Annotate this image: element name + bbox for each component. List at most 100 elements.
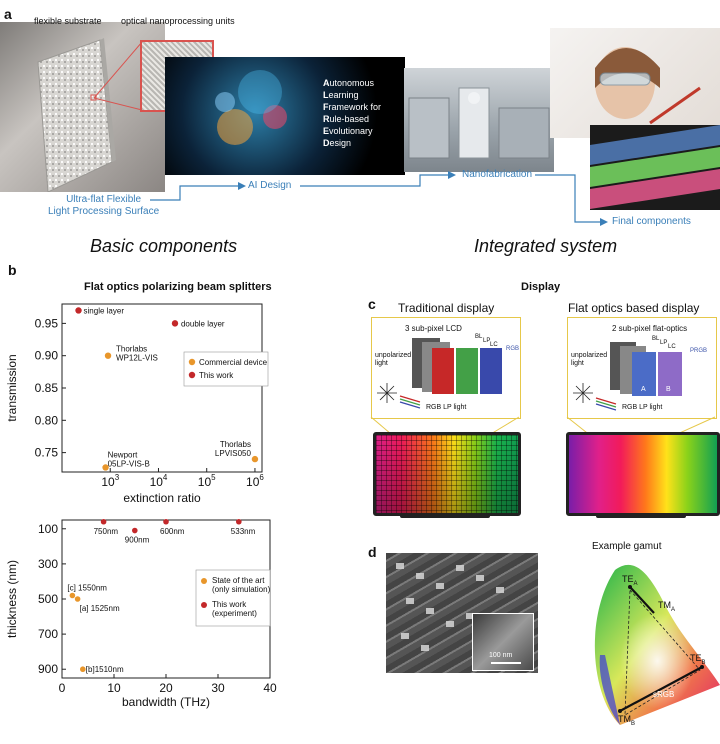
chart2-point [100, 518, 107, 525]
tm-b-label: TMB [618, 714, 636, 727]
chart2-point-label: 750nm [94, 527, 119, 536]
traditional-monitor [373, 432, 521, 516]
chart2-point-label: [a] 1525nm [80, 604, 120, 613]
flat-arrows [595, 397, 617, 411]
gamut-title: Example gamut [592, 541, 662, 552]
flat-monitor-stand [596, 514, 686, 518]
chart1-legend-label: This work [199, 371, 234, 380]
sem-inset: 100 nm [472, 613, 534, 671]
chart1-ytick-label: 0.95 [35, 316, 59, 330]
sem-scale-bar [491, 662, 521, 664]
sem-image: 100 nm [386, 553, 538, 673]
nanofab-lab-image [404, 68, 554, 172]
flat-light-star [573, 383, 593, 403]
chart1-point-label: Thorlabs [220, 440, 251, 449]
trad-unpolarized: unpolarized light [375, 352, 412, 367]
substrate-image [0, 22, 165, 192]
label-substrate: flexible substrate [34, 16, 102, 26]
chart2-legend-label: (only simulation) [212, 585, 271, 594]
flat-a-label: A [641, 386, 646, 393]
scientist-image [550, 28, 720, 138]
chart2-legend-marker [201, 578, 207, 584]
chart1-legend-marker [188, 371, 196, 379]
flat-stack [610, 342, 682, 396]
chart1-legend-marker [188, 358, 196, 366]
chart1-ylabel: transmission [5, 354, 19, 421]
chart2-point [163, 518, 169, 525]
chart1-ytick-label: 0.85 [35, 381, 59, 395]
chart1-ytick-label: 0.75 [35, 446, 59, 460]
chart1-ytick-label: 0.90 [35, 349, 59, 363]
trad-arrows [399, 395, 421, 409]
chart1-point-label: LPVIS050 [215, 449, 252, 458]
final-components-image [590, 125, 720, 210]
chart1-xtick-label: 104 [150, 473, 168, 489]
panel-b-title: Flat optics polarizing beam splitters [84, 281, 272, 293]
flat-rgb-lp: RGB LP light [622, 404, 663, 411]
line-a [629, 586, 655, 614]
chart1-point [251, 455, 259, 463]
flat-lp-label: LP [660, 340, 668, 346]
chart2-xtick-label: 30 [211, 681, 225, 695]
alfred-text: Autonomous Learning Framework for Rule-b… [323, 78, 382, 148]
chart2-point-label: [c] 1550nm [67, 583, 107, 592]
panel-c-title: Display [521, 281, 561, 293]
chart2-xtick-label: 10 [107, 681, 121, 695]
chart1-xtick-label: 106 [246, 473, 264, 489]
chart2-xtick-label: 20 [159, 681, 173, 695]
chart1-point [104, 352, 112, 359]
chart2-ytick-label: 100 [38, 522, 58, 536]
label-ai-design: AI Design [248, 180, 292, 191]
ai-brain-image [165, 57, 405, 175]
chart1-legend-box [183, 351, 269, 387]
chart1-point-label: Newport [108, 450, 139, 459]
chart2-point [132, 527, 138, 534]
chart1-point [171, 320, 179, 327]
chart1-xlabel: extinction ratio [123, 491, 201, 505]
chart2-point [74, 596, 81, 602]
flat-monitor [566, 432, 720, 516]
chart2-point-label: 900nm [125, 536, 150, 545]
trad-light-star [377, 383, 397, 403]
flat-lc-label: LC [668, 344, 676, 350]
substrate-sheet [37, 38, 116, 192]
trad-bl-label: BL [475, 334, 483, 340]
trad-rgb-lp: RGB LP light [426, 404, 467, 411]
chart2-point-label: 600nm [160, 527, 185, 536]
chart2-xtick-label: 40 [263, 681, 277, 695]
chart2-ylabel: thickness (nm) [5, 560, 19, 638]
sem-scale-label: 100 nm [489, 652, 513, 659]
chart2-legend-label: This work [212, 600, 247, 609]
chart1-point-label: single layer [84, 306, 125, 315]
flat-b-label: B [666, 386, 671, 393]
chart2-xtick-label: 0 [59, 681, 66, 695]
trad-rgb-label: RGB [506, 346, 520, 352]
chart2-point [80, 666, 86, 673]
srgb-label: sRGB [653, 690, 675, 699]
panel-b-letter: b [8, 262, 17, 278]
flat-inset: 2 sub-pixel flat-optics unpolarized light… [567, 317, 717, 419]
chart2-point-label: [b]1510nm [86, 665, 124, 674]
flat-title: Flat optics based display [568, 301, 700, 315]
chart1-point-label: 05LP-VIS-B [108, 459, 150, 468]
label-units: optical nanoprocessing units [121, 16, 235, 26]
chart-transmission-vs-extinction: 0.75 0.80 0.85 0.90 0.95 103 104 105 106 extincti… [5, 303, 269, 505]
flat-lcd-label: 2 sub-pixel flat-optics [612, 324, 688, 333]
chart1-ytick-label: 0.80 [35, 413, 59, 427]
chart1-legend-label: Commercial device [199, 358, 268, 367]
label-nanofab: Nanofabrication [462, 169, 533, 180]
te-a-label: TEA [622, 574, 638, 587]
chart2-ytick-label: 500 [38, 592, 58, 606]
flow-arrows [150, 171, 608, 226]
traditional-monitor-stand [400, 514, 490, 518]
te-b-label: TEB [690, 653, 706, 666]
traditional-title: Traditional display [398, 301, 495, 315]
chart2-ytick-label: 900 [38, 662, 58, 676]
line-b [619, 666, 703, 712]
chart1-xtick-label: 103 [101, 473, 119, 489]
trad-stack [412, 338, 502, 394]
chart2-ytick-label: 300 [38, 557, 58, 571]
chart2-legend-label: (experiment) [212, 609, 257, 618]
chart2-ytick-label: 700 [38, 627, 58, 641]
